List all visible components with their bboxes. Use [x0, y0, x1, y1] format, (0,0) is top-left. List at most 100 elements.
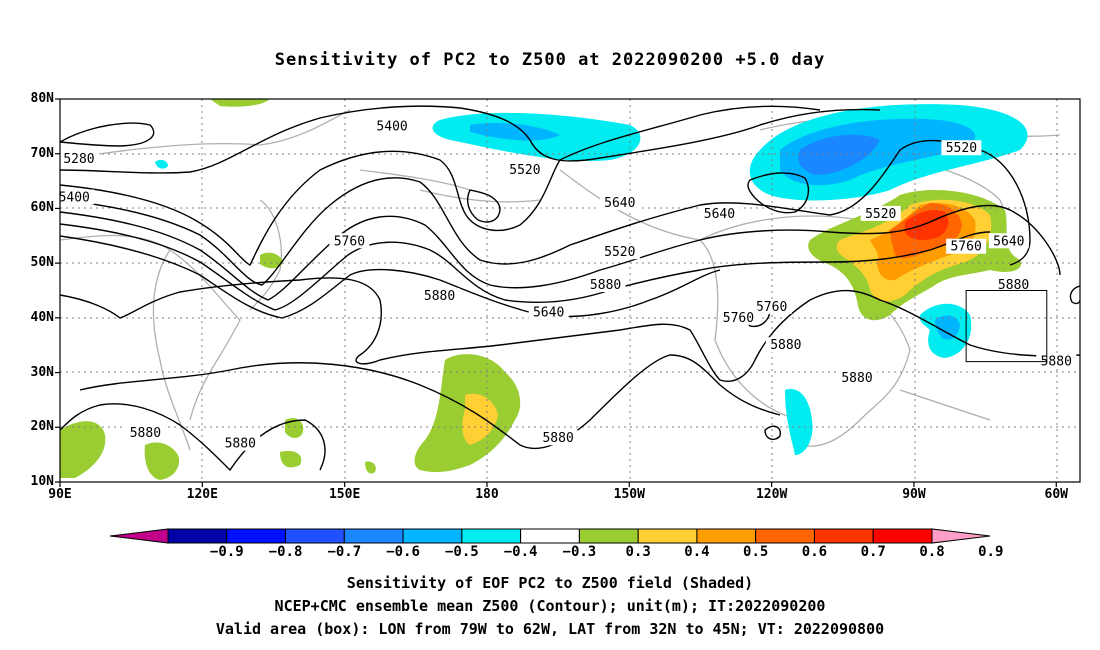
caption-line-1: Sensitivity of EOF PC2 to Z500 field (Sh…	[346, 574, 754, 592]
contour-label: 5880	[585, 277, 626, 293]
svg-text:5640: 5640	[704, 207, 735, 222]
contour-label: 5520	[860, 205, 901, 222]
lon-label: 120E	[186, 487, 218, 502]
lon-label: 150E	[328, 487, 361, 502]
svg-text:5640: 5640	[533, 305, 564, 320]
svg-text:5760: 5760	[756, 300, 787, 315]
svg-text:5880: 5880	[590, 278, 621, 293]
colorbar-swatch	[343, 528, 404, 544]
contour-label: 5880	[765, 337, 806, 353]
contour-label: 5760	[329, 233, 370, 249]
lat-label: 80N	[30, 91, 54, 106]
colorbar-label: −0.8	[268, 544, 303, 560]
svg-text:5760: 5760	[950, 240, 981, 255]
colorbar-label: −0.3	[562, 544, 597, 560]
svg-text:5880: 5880	[770, 338, 801, 353]
contour-label: 5880	[993, 277, 1034, 293]
contour-label: 5640	[599, 194, 640, 211]
contour-label: 5880	[538, 430, 579, 446]
lat-label: 60N	[30, 200, 54, 216]
svg-text:5880: 5880	[998, 278, 1029, 293]
contour-label: 5640	[528, 304, 569, 320]
lat-label: 70N	[30, 145, 54, 161]
colorbar-label: 0.6	[801, 544, 828, 560]
svg-text:5520: 5520	[509, 163, 540, 178]
colorbar-swatch	[520, 528, 580, 544]
lon-label: 60W	[1044, 487, 1068, 502]
caption-line-3: Valid area (box): LON from 79W to 62W, L…	[215, 620, 885, 638]
colorbar-swatch	[637, 528, 698, 544]
colorbar-swatch	[402, 528, 463, 544]
contour-label: 5880	[220, 435, 261, 452]
valid-area-box	[965, 290, 1048, 363]
contour-label: 5280	[60, 151, 99, 167]
colorbar-label: 0.4	[684, 544, 710, 560]
colorbar-swatch	[755, 528, 815, 544]
lon-label: 90W	[902, 487, 926, 502]
svg-text:5640: 5640	[993, 234, 1024, 249]
lat-label: 10N	[30, 474, 54, 489]
colorbar-label: −0.6	[386, 544, 420, 560]
colorbar-label: 0.5	[743, 544, 769, 560]
colorbar-swatch	[813, 528, 874, 544]
contour-label: 5520	[941, 140, 982, 156]
lat-label: 50N	[30, 255, 54, 271]
svg-text:5880: 5880	[225, 437, 256, 452]
contour-label: 5760	[751, 298, 792, 315]
lon-label: 150W	[613, 487, 645, 502]
svg-text:5880: 5880	[1041, 355, 1072, 370]
colorbar-swatch	[578, 528, 639, 544]
colorbar-swatch	[696, 528, 757, 544]
caption-line-2: NCEP+CMC ensemble mean Z500 (Contour); u…	[274, 597, 826, 615]
svg-text:5400: 5400	[376, 119, 407, 134]
svg-text:5760: 5760	[334, 234, 365, 249]
colorbar-swatch	[226, 528, 287, 544]
colorbar-swatch	[461, 528, 522, 544]
colorbar-label: 0.3	[625, 544, 651, 560]
colorbar-label: −0.7	[327, 544, 362, 560]
colorbar-min-triangle	[109, 528, 169, 544]
contour-label: 5640	[699, 205, 740, 222]
svg-text:5400: 5400	[59, 190, 90, 205]
lon-label: 180	[475, 487, 499, 502]
contour-label: 5640	[988, 233, 1029, 249]
lon-label: 90E	[48, 487, 72, 502]
contour-label: 5760	[718, 309, 759, 326]
sensitivity-shading	[60, 99, 1028, 480]
axis-ticks	[55, 98, 1057, 487]
lat-label: 30N	[30, 364, 54, 380]
colorbar-swatch	[285, 528, 345, 544]
colorbar-label: −0.5	[444, 544, 479, 560]
lat-label: 20N	[30, 419, 54, 435]
contour-label: 5880	[125, 424, 166, 441]
contour-label: 5880	[837, 370, 878, 386]
svg-text:5640: 5640	[604, 196, 635, 211]
svg-text:5880: 5880	[841, 371, 872, 386]
map-frame	[59, 98, 1081, 483]
svg-text:5280: 5280	[63, 152, 94, 167]
contour-label: 5400	[59, 189, 95, 205]
colorbar-label: 0.8	[919, 544, 945, 560]
colorbar	[109, 528, 991, 544]
contour-label: 5520	[504, 162, 545, 178]
lat-lon-grid	[60, 99, 1080, 482]
lat-label: 40N	[30, 309, 54, 325]
colorbar-label: 0.9	[978, 544, 1004, 560]
colorbar-swatch	[872, 528, 933, 544]
map-title: Sensitivity of PC2 to Z500 at 2022090200…	[274, 50, 826, 70]
colorbar-max-triangle	[931, 528, 991, 544]
contour-label: 5520	[599, 244, 640, 260]
svg-text:5520: 5520	[604, 245, 635, 260]
colorbar-label: −0.9	[209, 544, 244, 560]
colorbar-swatch	[167, 528, 228, 544]
contour-label: 5880	[419, 287, 460, 304]
svg-text:5520: 5520	[865, 207, 896, 222]
svg-text:5880: 5880	[130, 426, 161, 441]
svg-text:5520: 5520	[946, 141, 977, 156]
svg-text:5880: 5880	[424, 289, 455, 304]
contour-label: 5880	[1036, 353, 1077, 370]
svg-text:5880: 5880	[542, 431, 573, 446]
contour-label: 5400	[372, 118, 413, 134]
colorbar-label: 0.7	[860, 544, 886, 560]
